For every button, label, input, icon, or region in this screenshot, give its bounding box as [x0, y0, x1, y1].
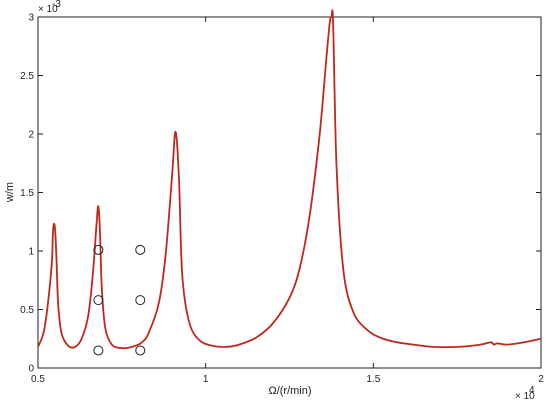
- y-tick-label: 3: [28, 13, 34, 24]
- open-circle-marker: [93, 244, 104, 255]
- y-tick-label: 2: [28, 130, 34, 141]
- y-exponent-label: × 10 -3: [38, 0, 61, 15]
- y-tick-label: 0.5: [20, 305, 34, 316]
- open-circle-marker: [93, 295, 104, 306]
- svg-text:× 10: × 10: [38, 4, 58, 15]
- x-axis-label: Ω/(r/min): [268, 385, 311, 397]
- svg-text:4: 4: [529, 385, 535, 396]
- x-tick-label: 1: [203, 374, 209, 385]
- marker-layer: [93, 244, 146, 356]
- x-exponent-label: × 10 4: [515, 385, 535, 402]
- open-circle-marker: [135, 345, 146, 356]
- series-layer: [37, 9, 542, 350]
- open-circle-marker: [135, 244, 146, 255]
- y-tick-label: 0: [28, 364, 34, 375]
- y-axis-label: w/m: [4, 182, 16, 203]
- svg-text:× 10: × 10: [515, 391, 535, 402]
- svg-text:-3: -3: [52, 0, 61, 10]
- x-tick-label: 0.5: [31, 374, 45, 385]
- y-tick-label: 2.5: [20, 71, 34, 82]
- x-tick-label: 2: [538, 374, 544, 385]
- open-circle-marker: [93, 345, 104, 356]
- y-tick-label: 1: [28, 247, 34, 258]
- open-circle-marker: [135, 295, 146, 306]
- series-line: [37, 9, 542, 350]
- y-axis-ticks: 0 0.5 1 1.5 2 2.5 3: [20, 13, 541, 375]
- y-tick-label: 1.5: [20, 188, 34, 199]
- x-tick-label: 1.5: [366, 374, 380, 385]
- x-axis-ticks: 0.5 1 1.5 2: [31, 17, 544, 385]
